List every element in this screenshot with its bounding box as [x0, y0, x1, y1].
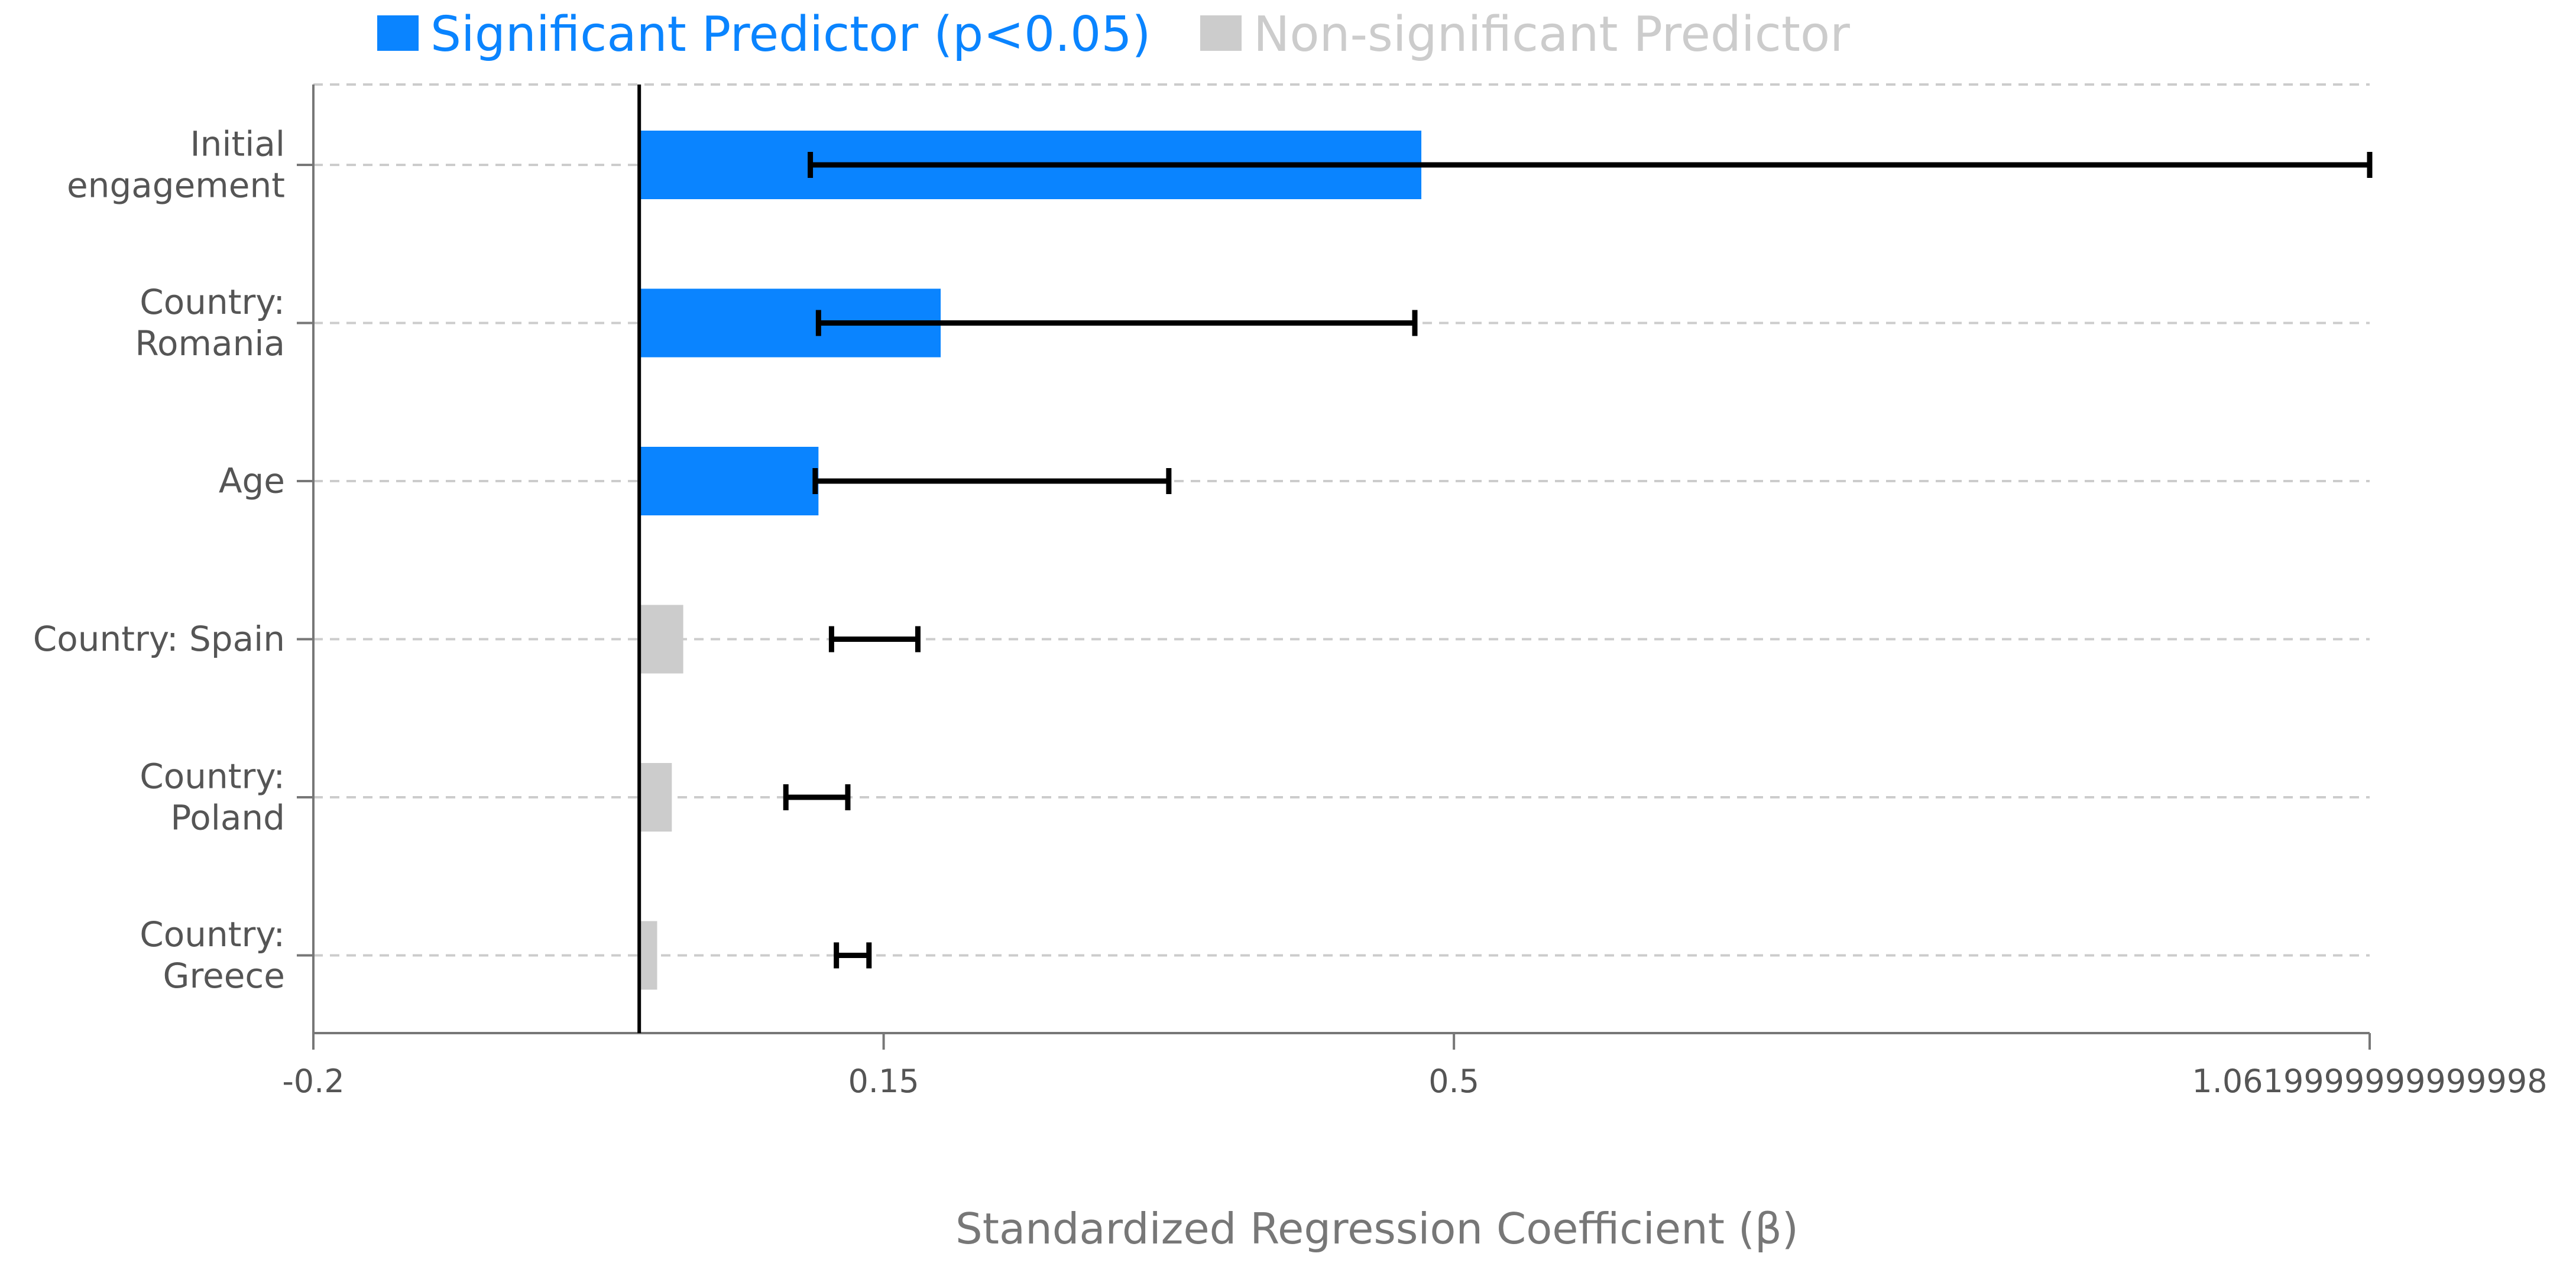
y-tick-label: Poland	[170, 797, 285, 837]
y-tick-label: Initial	[190, 124, 286, 164]
x-tick-label: 0.15	[848, 1063, 919, 1100]
x-tick-label: 1.0619999999999998	[2192, 1063, 2547, 1100]
y-tick-label: Country:	[140, 756, 285, 796]
x-axis-title: Standardized Regression Coefficient (β)	[955, 1204, 1799, 1254]
x-tick-label: -0.2	[282, 1063, 344, 1100]
bar	[639, 921, 657, 990]
legend-swatch-nonsignificant	[1200, 15, 1242, 51]
y-tick-label: Greece	[163, 956, 285, 996]
legend-label-nonsignificant: Non-significant Predictor	[1253, 7, 1850, 63]
y-tick-label: Country:	[140, 282, 285, 322]
y-tick-label: Country:	[140, 914, 285, 954]
bar	[639, 605, 683, 674]
y-tick-label: engagement	[67, 165, 285, 205]
legend-swatch-significant	[377, 15, 419, 51]
legend-label-significant: Significant Predictor (p<0.05)	[430, 7, 1151, 63]
bar	[639, 447, 819, 515]
y-tick-label: Romania	[135, 323, 285, 363]
y-tick-label: Country: Spain	[33, 619, 285, 659]
bar	[639, 763, 672, 832]
x-tick-label: 0.5	[1428, 1063, 1479, 1100]
y-tick-label: Age	[219, 460, 285, 501]
